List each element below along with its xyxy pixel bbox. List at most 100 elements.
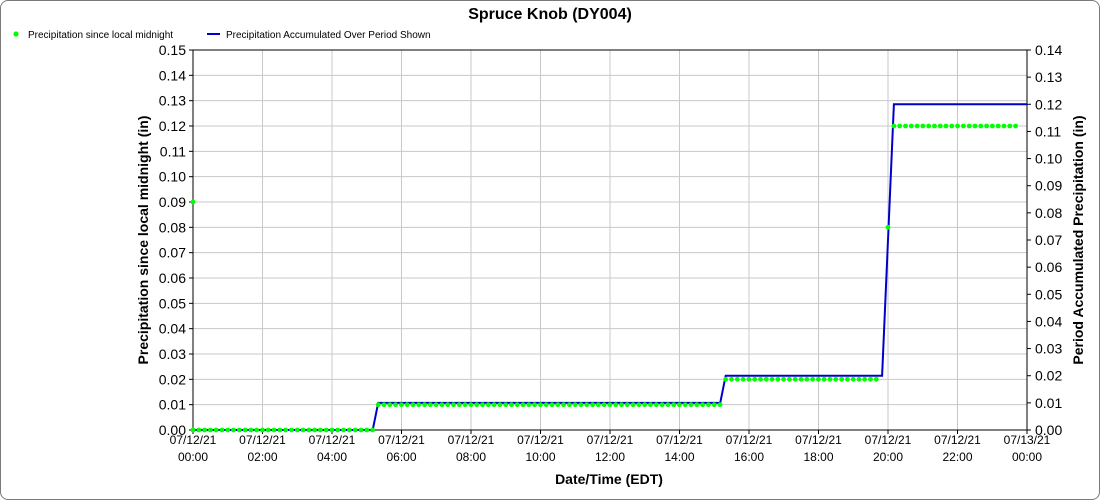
data-point: [265, 427, 271, 433]
data-point: [474, 402, 480, 408]
data-point: [920, 123, 926, 129]
legend-label-accumulated: Precipitation Accumulated Over Period Sh…: [226, 30, 431, 41]
data-point: [619, 402, 624, 408]
data-point: [897, 123, 903, 129]
data-point: [260, 427, 265, 433]
x-tick-date: 07/12/21: [309, 433, 356, 447]
data-point: [364, 427, 370, 433]
data-point: [1013, 123, 1018, 129]
grid: [192, 49, 1028, 431]
data-point: [277, 427, 283, 433]
data-point: [491, 402, 497, 408]
data-point: [1001, 123, 1007, 129]
data-point: [358, 427, 364, 433]
right-tick-label: 0.08: [1035, 205, 1062, 221]
data-point: [706, 402, 711, 408]
data-point: [468, 402, 474, 408]
data-point: [839, 376, 844, 382]
data-point: [804, 376, 810, 382]
chart-title: Spruce Knob (DY004): [468, 6, 632, 23]
x-tick-time: 16:00: [734, 450, 764, 464]
data-point: [833, 376, 839, 382]
data-point: [752, 376, 758, 382]
data-point: [225, 427, 231, 433]
data-point: [891, 123, 897, 129]
data-point: [734, 376, 740, 382]
x-tick-time: 02:00: [247, 450, 277, 464]
data-point: [503, 402, 509, 408]
data-point: [816, 376, 821, 382]
data-point: [549, 402, 555, 408]
data-point: [538, 402, 543, 408]
right-tick-label: 0.09: [1035, 178, 1062, 194]
legend-marker-precip-since-midnight: [13, 31, 19, 37]
left-tick-label: 0.01: [159, 397, 186, 413]
data-point: [300, 427, 306, 433]
data-point: [375, 402, 381, 408]
data-point: [480, 402, 485, 408]
data-point: [318, 427, 323, 433]
data-point: [370, 427, 375, 433]
data-point: [323, 427, 329, 433]
data-point: [648, 402, 653, 408]
data-point: [451, 402, 456, 408]
right-tick-label: 0.14: [1035, 42, 1062, 58]
data-point: [769, 376, 775, 382]
data-point: [746, 376, 752, 382]
data-point: [607, 402, 613, 408]
left-tick-label: 0.15: [159, 42, 186, 58]
data-point: [961, 123, 966, 129]
data-point: [885, 224, 891, 230]
right-tick-label: 0.03: [1035, 341, 1062, 357]
data-point: [219, 427, 225, 433]
data-point: [700, 402, 705, 408]
data-point: [347, 427, 352, 433]
data-point: [254, 427, 260, 433]
x-tick-time: 22:00: [942, 450, 972, 464]
data-point: [740, 376, 746, 382]
data-point: [202, 427, 208, 433]
data-point: [231, 427, 236, 433]
data-point: [433, 402, 439, 408]
data-point: [485, 402, 491, 408]
x-tick-date: 07/12/21: [795, 433, 842, 447]
x-tick-date: 07/12/21: [448, 433, 495, 447]
right-tick-label: 0.07: [1035, 232, 1062, 248]
data-point: [630, 402, 636, 408]
x-tick-time: 04:00: [317, 450, 347, 464]
left-tick-label: 0.10: [159, 169, 186, 185]
data-point: [595, 402, 601, 408]
data-point: [932, 123, 937, 129]
data-point: [624, 402, 630, 408]
x-tick-time: 14:00: [664, 450, 694, 464]
data-point: [949, 123, 955, 129]
right-axis-ticks: 0.00 0.01 0.02 0.03 0.04 0.05 0.06 0.07 0.08 0.09…: [1027, 42, 1062, 438]
data-point: [509, 402, 514, 408]
data-point: [862, 376, 868, 382]
data-point: [410, 402, 416, 408]
data-point: [208, 427, 213, 433]
data-point: [404, 402, 410, 408]
data-point: [601, 402, 607, 408]
left-tick-label: 0.09: [159, 194, 186, 210]
data-point: [306, 427, 312, 433]
data-point: [236, 427, 242, 433]
data-point: [677, 402, 682, 408]
left-tick-label: 0.11: [160, 143, 186, 159]
data-point: [775, 376, 781, 382]
data-point: [653, 402, 659, 408]
data-point: [242, 427, 248, 433]
data-point: [955, 123, 960, 129]
x-tick-date: 07/12/21: [934, 433, 981, 447]
data-point: [439, 402, 445, 408]
x-tick-date: 07/12/21: [378, 433, 425, 447]
data-point: [271, 427, 277, 433]
data-point: [694, 402, 700, 408]
data-point: [966, 123, 972, 129]
data-point: [1007, 123, 1013, 129]
accumulated-line: [193, 103, 1027, 431]
data-point: [532, 402, 537, 408]
data-point: [190, 427, 196, 433]
data-point: [781, 376, 786, 382]
right-axis-label: Period Accumulated Precipitation (in): [1070, 115, 1086, 364]
